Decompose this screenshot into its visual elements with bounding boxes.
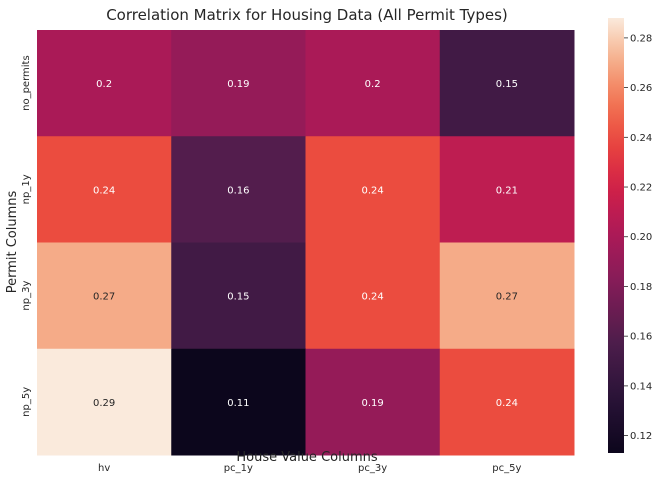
heatmap-cell [305, 348, 441, 456]
heatmap-cell [171, 30, 306, 137]
colorbar-tick-label: 0.12 [630, 431, 652, 442]
cell-value-label: 0.24 [361, 185, 383, 196]
heatmap-cell [305, 30, 441, 137]
y-tick-label: np_5y [21, 387, 32, 417]
x-tick-label: pc_5y [492, 463, 521, 474]
colorbar-tick-label: 0.26 [630, 83, 652, 94]
heatmap-cell [171, 136, 306, 243]
colorbar-tick-labels: 0.12 0.14 0.16 0.18 0.20 0.22 0.24 0.26 0.28 [624, 33, 652, 442]
cell-value-label: 0.21 [496, 185, 518, 196]
colorbar-tick-label: 0.28 [630, 33, 652, 44]
heatmap-cell [171, 348, 306, 456]
cell-value-label: 0.24 [496, 398, 518, 409]
cell-value-label: 0.2 [365, 79, 381, 90]
colorbar-tick-label: 0.22 [630, 183, 652, 194]
heatmap-cell [37, 348, 172, 456]
y-axis-label: Permit Columns [5, 191, 20, 294]
heatmap-cell [171, 242, 306, 350]
x-tick-label: pc_3y [358, 463, 387, 474]
colorbar-tick-label: 0.24 [630, 133, 652, 144]
heatmap-cell [439, 348, 575, 456]
x-tick-label: pc_1y [224, 463, 253, 474]
heatmap-cells: 0.2 0.19 0.2 0.15 0.24 0.16 0.24 0.21 0.27 0.15 0.… [37, 30, 575, 456]
colorbar-tick-label: 0.20 [630, 232, 652, 243]
cell-value-label: 0.15 [227, 292, 249, 303]
colorbar-tick-label: 0.16 [630, 332, 652, 343]
cell-value-label: 0.11 [227, 398, 249, 409]
x-tick-labels: hv pc_1y pc_3y pc_5y [98, 463, 522, 474]
heatmap-cell [439, 242, 575, 350]
cell-value-label: 0.24 [93, 185, 115, 196]
y-tick-label: no_permits [21, 55, 32, 111]
heatmap-cell [37, 136, 172, 243]
cell-value-label: 0.15 [496, 79, 518, 90]
cell-value-label: 0.19 [227, 79, 249, 90]
cell-value-label: 0.19 [361, 398, 383, 409]
y-tick-labels: no_permits np_1y np_3y np_5y [21, 55, 32, 417]
y-tick-label: np_3y [21, 281, 32, 311]
heatmap-cell [305, 242, 441, 350]
x-axis-label: House Value Columns [236, 450, 377, 465]
cell-value-label: 0.2 [96, 79, 112, 90]
heatmap-cell [37, 30, 172, 137]
heatmap-cell [439, 30, 575, 137]
cell-value-label: 0.27 [496, 292, 518, 303]
cell-value-label: 0.24 [361, 292, 383, 303]
y-tick-label: np_1y [21, 174, 32, 204]
heatmap-cell [305, 136, 441, 243]
heatmap-cell [439, 136, 575, 243]
chart-title: Correlation Matrix for Housing Data (All… [106, 6, 508, 24]
colorbar-tick-label: 0.18 [630, 282, 652, 293]
cell-value-label: 0.27 [93, 292, 115, 303]
colorbar [608, 18, 624, 453]
cell-value-label: 0.29 [93, 398, 115, 409]
cell-value-label: 0.16 [227, 185, 249, 196]
heatmap-cell [37, 242, 172, 350]
x-tick-label: hv [98, 463, 110, 474]
colorbar-tick-label: 0.14 [630, 381, 652, 392]
